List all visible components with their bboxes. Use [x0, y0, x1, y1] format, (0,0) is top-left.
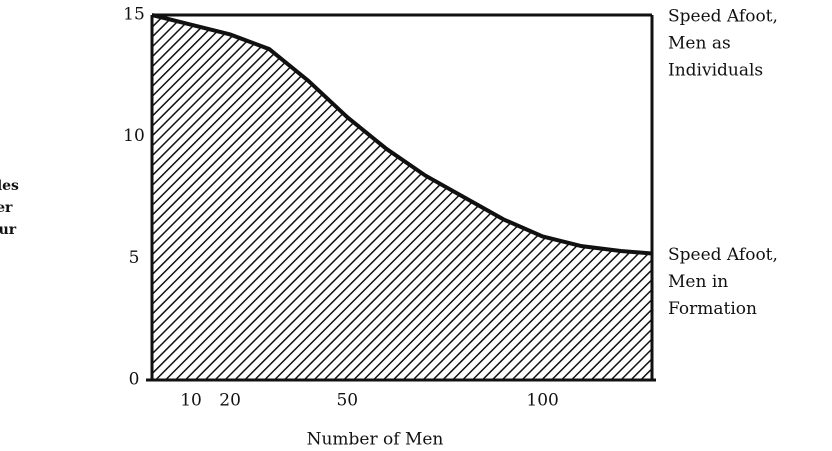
series-label: Individuals	[668, 61, 763, 81]
series-line	[151, 13, 653, 256]
y-tick-label: 15	[123, 5, 145, 25]
x-tick-label: 50	[336, 391, 358, 411]
y-tick-label: 10	[123, 126, 145, 146]
x-tick-label: 20	[219, 391, 241, 411]
y-axis-label: Per	[0, 200, 13, 216]
x-axis-label: Number of Men	[307, 430, 444, 450]
series-label: Formation	[668, 299, 757, 319]
y-tick-label: 5	[129, 248, 140, 268]
formation-area	[152, 15, 652, 380]
series-label: Speed Afoot,	[668, 7, 778, 27]
x-tick-label: 100	[526, 391, 558, 411]
y-axis-label: Miles	[0, 178, 19, 194]
x-tick-label: 10	[180, 391, 202, 411]
y-tick-label: 0	[129, 370, 140, 390]
series-label: Men in	[668, 272, 728, 292]
y-axis-label: Hour	[0, 222, 17, 238]
series-label: Men as	[668, 34, 731, 54]
series-label: Speed Afoot,	[668, 245, 778, 265]
